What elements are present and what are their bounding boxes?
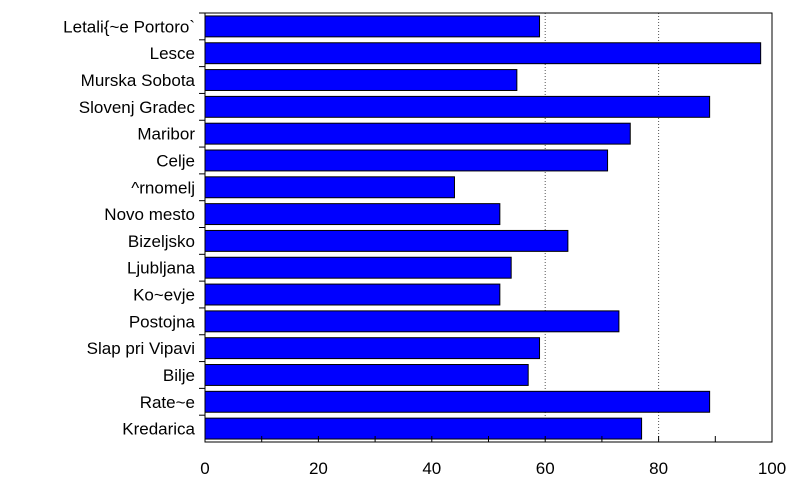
- bar-2: [204, 69, 518, 91]
- bar-7: [204, 203, 501, 226]
- bar-11: [204, 310, 620, 333]
- x-tick-label: 100: [758, 459, 786, 478]
- bar-4: [204, 122, 631, 145]
- bar-1: [204, 42, 762, 65]
- category-label: Letali{~e Portoro`: [63, 17, 195, 36]
- bar-8: [204, 229, 569, 252]
- x-tick-label: 40: [422, 459, 441, 478]
- x-axis-ticks: 0 20 40 60 80 100: [200, 436, 786, 478]
- category-label: Slovenj Gradec: [79, 98, 196, 117]
- category-label: Maribor: [137, 125, 195, 144]
- bar-3: [204, 95, 711, 118]
- bar-15: [204, 417, 643, 440]
- bars: [199, 12, 762, 440]
- category-label: Celje: [156, 151, 195, 170]
- bar-5: [204, 149, 609, 172]
- category-labels: Letali{~e Portoro` Lesce Murska Sobota Slov…: [63, 17, 195, 438]
- bar-6: [204, 176, 455, 199]
- category-label: ^rnomelj: [131, 178, 195, 197]
- category-label: Postojna: [129, 312, 196, 331]
- bar-10: [204, 283, 501, 306]
- x-tick-label: 80: [649, 459, 668, 478]
- x-tick-label: 0: [200, 459, 209, 478]
- category-label: Slap pri Vipavi: [87, 339, 195, 358]
- x-tick-label: 60: [536, 459, 555, 478]
- category-label: Murska Sobota: [81, 71, 196, 90]
- bar-13: [204, 364, 529, 386]
- x-tick-label: 20: [309, 459, 328, 478]
- bar-9: [204, 256, 512, 279]
- category-label: Bilje: [163, 366, 195, 385]
- category-label: Rate~e: [140, 393, 195, 412]
- gridlines: [544, 13, 660, 442]
- category-label: Ko~evje: [133, 286, 195, 305]
- category-label: Novo mesto: [104, 205, 195, 224]
- bar-14: [204, 390, 711, 413]
- category-label: Ljubljana: [127, 259, 196, 278]
- category-label: Kredarica: [122, 420, 195, 439]
- bar-12: [204, 337, 541, 360]
- category-label: Lesce: [150, 44, 195, 63]
- category-label: Bizeljsko: [128, 232, 195, 251]
- bar-0: [204, 15, 541, 38]
